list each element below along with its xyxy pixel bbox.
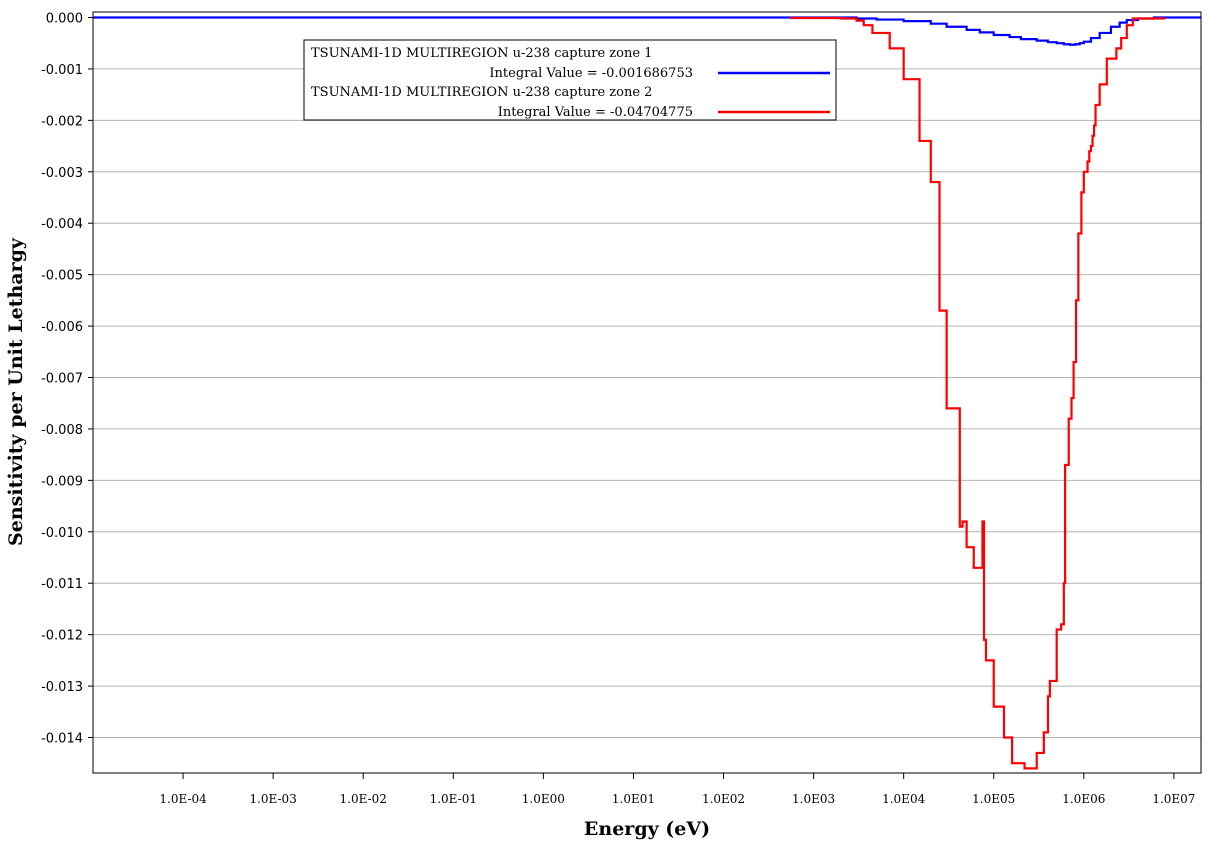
x-tick-label: 1.0E02	[702, 792, 745, 806]
y-tick-label: -0.006	[41, 320, 83, 335]
y-tick-label: 0.000	[46, 12, 83, 27]
plot-frame	[92, 11, 1202, 774]
y-axis-title: Sensitivity per Unit Lethargy	[5, 237, 27, 546]
x-tick-label: 1.0E-04	[159, 792, 207, 806]
x-tick-label: 1.0E05	[972, 792, 1015, 806]
y-tick-label: -0.002	[41, 114, 83, 129]
y-tick-label: -0.013	[41, 680, 83, 695]
x-tick-label: 1.0E06	[1062, 792, 1105, 806]
series-line-zone-2	[790, 16, 1166, 770]
x-axis-ticks: 1.0E-04 1.0E-03 1.0E-02 1.0E-01 1.0E00 1.0E01…	[159, 773, 1195, 806]
legend-series-2-integral: Integral Value = -0.04704775	[498, 105, 693, 120]
x-tick-label: 1.0E01	[612, 792, 655, 806]
x-tick-label: 1.0E04	[882, 792, 925, 806]
legend-box	[303, 39, 837, 121]
legend: TSUNAMI-1D MULTIREGION u-238 capture zon…	[303, 39, 837, 121]
x-tick-label: 1.0E-02	[340, 792, 387, 806]
grid-lines	[93, 68, 1201, 738]
x-tick-label: 1.0E00	[522, 792, 565, 806]
y-tick-label: -0.010	[41, 526, 83, 541]
x-tick-label: 1.0E-01	[430, 792, 477, 806]
y-axis-ticks: 0.000 -0.001 -0.002 -0.003 -0.004 -0.005 -0.00…	[41, 12, 93, 747]
y-tick-label: -0.009	[41, 474, 83, 489]
y-tick-label: -0.011	[41, 577, 83, 592]
legend-series-2-name: TSUNAMI-1D MULTIREGION u-238 capture zon…	[311, 85, 652, 100]
x-tick-label: 1.0E-03	[249, 792, 296, 806]
series-lines	[93, 16, 1201, 770]
y-tick-label: -0.012	[41, 629, 83, 644]
y-tick-label: -0.005	[41, 269, 83, 284]
y-tick-label: -0.003	[41, 166, 83, 181]
y-tick-label: -0.008	[41, 423, 83, 438]
legend-series-1-name: TSUNAMI-1D MULTIREGION u-238 capture zon…	[311, 46, 652, 61]
x-tick-label: 1.0E07	[1152, 792, 1195, 806]
y-tick-label: -0.001	[41, 63, 83, 78]
legend-series-1-integral: Integral Value = -0.001686753	[489, 66, 693, 81]
series-line-zone-1	[93, 16, 1201, 46]
y-tick-label: -0.004	[41, 217, 83, 232]
x-axis-title: Energy (eV)	[584, 818, 710, 840]
x-tick-label: 1.0E03	[792, 792, 835, 806]
y-tick-label: -0.007	[41, 372, 83, 387]
y-tick-label: -0.014	[41, 732, 83, 747]
